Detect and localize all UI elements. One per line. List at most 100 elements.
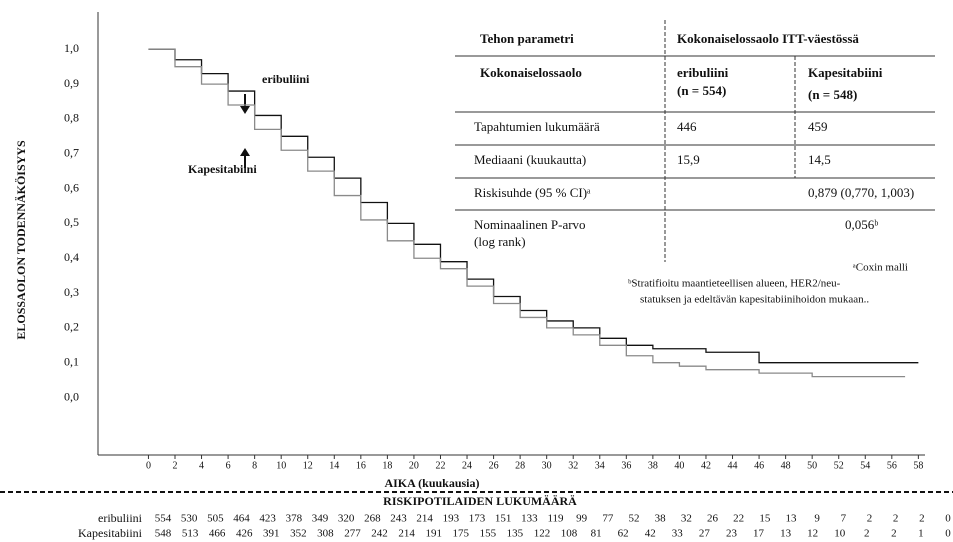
risk-count: 464 [233,513,250,525]
y-tick-label: 0,6 [64,180,79,194]
risk-count: 513 [182,528,199,540]
x-tick-label: 16 [356,460,366,471]
risk-count: 133 [521,513,538,525]
x-tick-label: 18 [382,460,392,471]
x-tick-label: 2 [172,460,177,471]
y-axis-label: ELOSSAOLON TODENNÄKÖISYYS [14,140,28,340]
x-tick-label: 28 [515,460,525,471]
risk-count: 175 [453,528,470,540]
risk-count: 135 [507,528,524,540]
y-tick-label: 0,7 [64,145,79,159]
table-cell: Tapahtumien lukumäärä [474,119,600,134]
risk-count: 530 [181,513,198,525]
table-header: Tehon parametri [480,31,574,46]
risk-count: 391 [263,528,280,540]
arrow-head [240,148,250,156]
risk-count: 352 [290,528,307,540]
risk-count: 99 [576,513,588,525]
risk-count: 9 [814,513,820,525]
y-tick-label: 0,1 [64,354,79,368]
y-tick-label: 0,0 [64,389,79,403]
x-tick-label: 58 [913,460,923,471]
risk-count: 81 [591,528,602,540]
footnote: ᵃCoxin malli [853,262,908,274]
risk-count: 2 [864,528,870,540]
x-tick-label: 54 [860,460,870,471]
risk-count: 7 [841,513,847,525]
y-tick-label: 0,9 [64,76,79,90]
x-tick-label: 34 [595,460,605,471]
risk-count: 191 [425,528,442,540]
risk-count: 426 [236,528,253,540]
effect-table: Tehon parametri Kokonaiselossaolo ITT-vä… [455,20,935,306]
x-tick-label: 24 [462,460,472,471]
risk-count: 242 [371,528,388,540]
risk-count: 77 [602,513,614,525]
x-tick-label: 6 [226,460,231,471]
x-tick-label: 36 [621,460,631,471]
risk-count: 26 [707,513,719,525]
risk-count: 42 [645,528,656,540]
risk-count: 13 [780,528,792,540]
risk-count: 155 [480,528,497,540]
survival-curve [148,48,906,378]
table-cell: 14,5 [808,152,831,167]
risk-count: 22 [733,513,744,525]
x-tick-label: 8 [252,460,257,471]
table-cell: 459 [808,119,828,134]
table-cell: (log rank) [474,234,526,249]
annotation: eribuliini [262,72,310,86]
risk-count: 13 [786,513,798,525]
y-tick-label: 0,4 [64,250,79,264]
x-tick-label: 40 [674,460,684,471]
table-cell: (n = 554) [677,83,726,98]
risk-count: 308 [317,528,334,540]
risk-count: 423 [259,513,276,525]
x-tick-label: 10 [276,460,286,471]
risk-count: 23 [726,528,738,540]
risk-count: 119 [547,513,564,525]
y-tick-label: 1,0 [64,41,79,55]
risk-count: 0 [945,513,951,525]
x-tick-label: 38 [648,460,658,471]
x-tick-label: 30 [542,460,552,471]
x-tick-label: 12 [303,460,313,471]
risk-count: 12 [807,528,818,540]
y-tick-label: 0,3 [64,285,79,299]
risk-count: 243 [390,513,407,525]
risk-count: 1 [918,528,924,540]
risk-count: 548 [155,528,172,540]
table-cell: 446 [677,119,697,134]
risk-count: 10 [834,528,846,540]
risk-count: 0 [945,528,951,540]
risk-row-name: Kapesitabiini [78,526,143,540]
x-tick-label: 50 [807,460,817,471]
table-cell: Kapesitabiini [808,65,883,80]
footnote: statuksen ja edeltävän kapesitabiinihoid… [640,294,869,306]
risk-count: 2 [867,513,873,525]
risk-count: 27 [699,528,711,540]
x-tick-label: 14 [329,460,339,471]
x-tick-label: 46 [754,460,764,471]
x-tick-label: 48 [781,460,791,471]
footnote: ᵇStratifioitu maantieteellisen alueen, H… [628,278,841,290]
table-cell: 15,9 [677,152,700,167]
x-axis-label: AIKA (kuukausia) [384,476,479,490]
table-cell: 0,879 (0,770, 1,003) [808,185,914,200]
table-cell: (n = 548) [808,87,857,102]
risk-count: 62 [618,528,629,540]
y-tick-label: 0,2 [64,320,79,334]
risk-row-name: eribuliini [98,511,143,525]
table-cell: eribuliini [677,65,729,80]
table-cell: Kokonaiselossaolo [480,65,582,80]
risk-count: 15 [759,513,771,525]
risk-count: 173 [469,513,486,525]
risk-count: 466 [209,528,226,540]
x-tick-label: 20 [409,460,419,471]
risk-count: 2 [891,528,897,540]
x-tick-label: 32 [568,460,578,471]
risk-count: 214 [398,528,415,540]
risk-count: 38 [655,513,667,525]
